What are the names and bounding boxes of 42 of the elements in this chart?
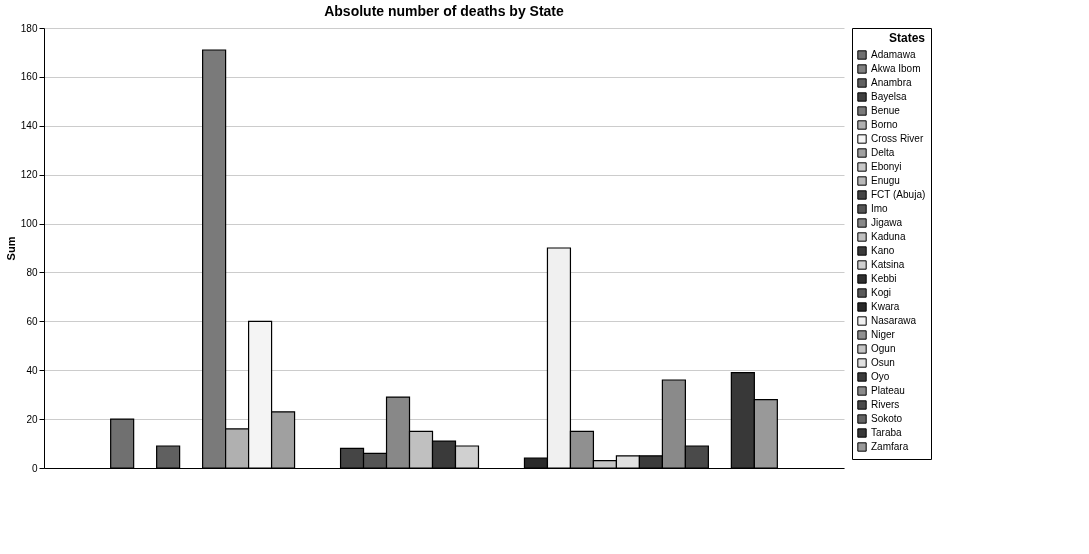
legend-label: Akwa Ibom (871, 63, 921, 74)
legend-label: Anambra (871, 77, 913, 88)
legend-label: Kogi (871, 287, 892, 298)
legend-label: Cross River (871, 133, 924, 144)
legend-label: Kwara (871, 301, 900, 312)
y-tick-label: 80 (26, 266, 38, 278)
legend-label: Osun (871, 357, 895, 368)
legend-label: Nasarawa (871, 315, 917, 326)
legend-label: Ebonyi (871, 161, 902, 172)
y-tick-label: 140 (20, 120, 38, 132)
legend-label: Plateau (871, 385, 905, 396)
legend-label: Ogun (871, 343, 896, 354)
y-tick-label: 100 (20, 218, 38, 230)
legend-label: Bayelsa (871, 91, 908, 102)
legend-label: Benue (871, 105, 901, 116)
legend-label: Delta (871, 147, 895, 158)
legend-label: Imo (871, 203, 889, 214)
y-tick-label: 180 (20, 22, 38, 34)
y-tick-label: 40 (26, 364, 38, 376)
chart-title: Absolute number of deaths by State (324, 3, 564, 19)
legend-label: Kano (871, 245, 895, 256)
legend-label: Niger (871, 329, 896, 340)
legend-title: States (888, 31, 926, 45)
legend-label: FCT (Abuja) (871, 189, 926, 200)
legend-label: Borno (871, 119, 899, 130)
legend-label: Rivers (871, 399, 900, 410)
y-tick-label: 0 (31, 462, 38, 474)
y-tick-label: 160 (20, 71, 38, 83)
y-axis-title: Sum (4, 236, 17, 261)
legend-label: Katsina (871, 259, 905, 270)
legend-label: Zamfara (871, 441, 909, 452)
legend-label: Enugu (871, 175, 900, 186)
legend-label: Adamawa (871, 49, 916, 60)
legend-label: Sokoto (871, 413, 903, 424)
legend-label: Kebbi (871, 273, 897, 284)
legend-label: Oyo (871, 371, 890, 382)
y-tick-label: 120 (20, 169, 38, 181)
legend-label: Jigawa (871, 217, 903, 228)
legend-label: Kaduna (871, 231, 906, 242)
legend-label: Taraba (871, 427, 903, 438)
y-tick-label: 20 (26, 413, 38, 425)
y-tick-label: 60 (26, 315, 38, 327)
